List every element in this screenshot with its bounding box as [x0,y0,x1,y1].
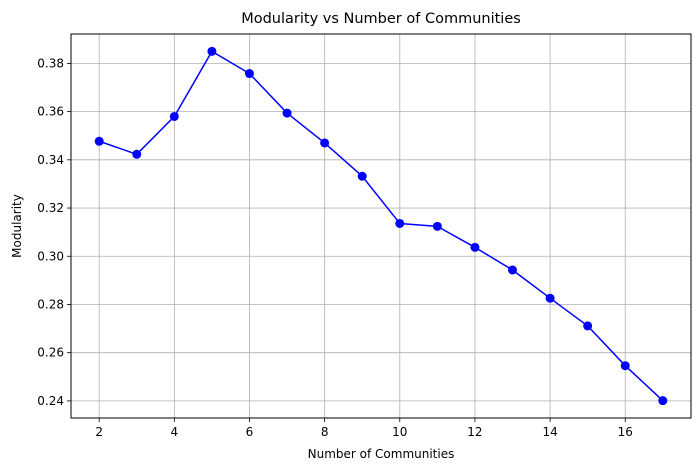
y-tick-label: 0.28 [37,297,64,311]
y-axis-ticks: 0.24 0.26 0.28 0.30 0.32 0.34 0.36 0.38 [37,56,71,408]
data-point [207,46,217,56]
data-point [169,111,179,121]
y-tick-label: 0.32 [37,201,64,215]
data-point [583,321,593,331]
data-point [658,396,668,406]
y-tick-label: 0.30 [37,249,64,263]
series-modularity [94,46,668,406]
x-axis-ticks: 2 4 6 8 10 12 14 16 [95,418,633,439]
y-tick-label: 0.34 [37,153,64,167]
grid [71,34,691,418]
y-tick-label: 0.38 [37,56,64,70]
data-point [320,138,330,148]
data-point [620,361,630,371]
data-point [357,171,367,181]
data-point [244,69,254,79]
y-tick-label: 0.24 [37,394,64,408]
data-point [432,221,442,231]
data-point [545,293,555,303]
x-tick-label: 4 [171,425,179,439]
chart-title: Modularity vs Number of Communities [241,11,521,27]
x-tick-label: 10 [392,425,407,439]
data-point [94,136,104,146]
data-point [282,108,292,118]
y-tick-label: 0.26 [37,346,64,360]
x-tick-label: 16 [618,425,633,439]
x-tick-label: 6 [246,425,254,439]
y-tick-label: 0.36 [37,105,64,119]
data-point [508,265,518,275]
data-point [395,218,405,228]
y-axis-label: Modularity [10,194,24,258]
data-point [470,242,480,252]
x-tick-label: 8 [321,425,329,439]
x-axis-label: Number of Communities [308,447,455,461]
x-tick-label: 2 [95,425,103,439]
x-tick-label: 12 [467,425,482,439]
series-line [98,50,664,402]
plot-area-frame [70,33,692,419]
x-tick-label: 14 [542,425,557,439]
data-point [132,149,142,159]
